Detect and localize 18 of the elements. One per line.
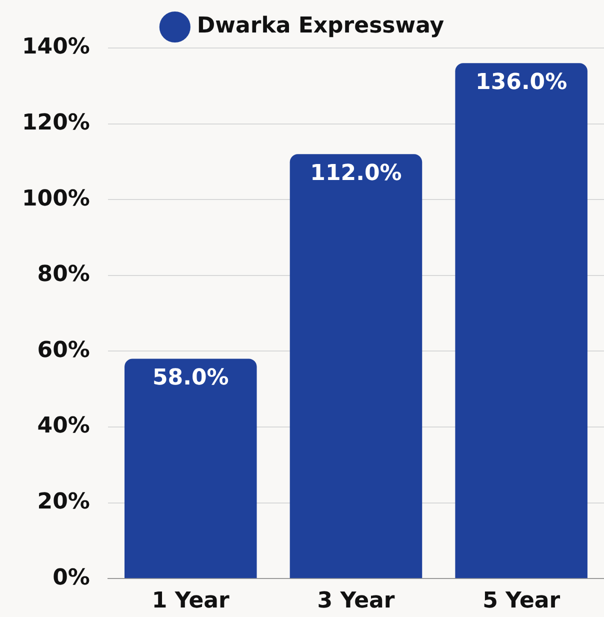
y-tick-label: 20% xyxy=(37,490,90,515)
x-tick-label: 5 Year xyxy=(482,588,560,614)
bar xyxy=(455,63,588,578)
data-label: 58.0% xyxy=(152,366,229,390)
y-tick-label: 60% xyxy=(37,338,90,363)
y-tick-label: 120% xyxy=(22,110,90,136)
legend-label: Dwarka Expressway xyxy=(196,14,444,39)
y-tick-label: 0% xyxy=(52,565,90,590)
x-tick-label: 1 Year xyxy=(152,588,230,614)
bar xyxy=(124,358,257,578)
y-tick-label: 40% xyxy=(37,414,90,439)
data-label: 112.0% xyxy=(310,160,402,186)
bar xyxy=(290,154,422,578)
y-tick-label: 80% xyxy=(37,262,90,288)
y-tick-label: 100% xyxy=(22,186,90,212)
data-label: 136.0% xyxy=(476,70,568,95)
y-tick-label: 140% xyxy=(22,34,90,60)
x-tick-label: 3 Year xyxy=(317,588,395,614)
